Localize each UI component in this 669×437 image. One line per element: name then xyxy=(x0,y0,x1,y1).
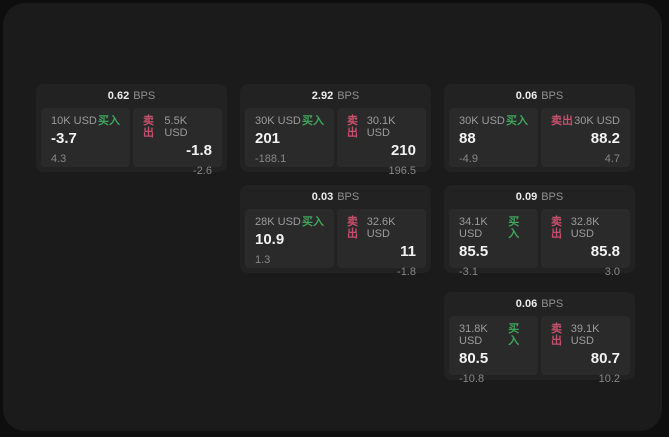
sell-panel[interactable]: 卖出 5.5K USD -1.8 -2.6 xyxy=(133,108,222,177)
buy-panel[interactable]: 30K USD 买入 201 -188.1 xyxy=(245,108,334,167)
card-header: 0.06 BPS xyxy=(444,84,635,108)
quote-card-5: 0.09 BPS 34.1K USD 买入 85.5 -3.1 卖出 32.8K… xyxy=(444,185,635,278)
quote-panels: 31.8K USD 买入 80.5 -10.8 卖出 39.1K USD 80.… xyxy=(444,316,635,385)
quote-card-2: 2.92 BPS 30K USD 买入 201 -188.1 卖出 30.1K … xyxy=(240,84,431,177)
sell-side-label: 卖出 xyxy=(347,115,358,139)
quote-panels: 30K USD 买入 88 -4.9 卖出 30K USD 88.2 4.7 xyxy=(444,108,635,172)
sell-side-label: 卖出 xyxy=(143,115,154,139)
buy-amount: 31.8K USD xyxy=(459,323,488,347)
sell-price: 85.8 xyxy=(590,243,620,260)
buy-price: 88 xyxy=(459,130,476,147)
buy-panel[interactable]: 28K USD 买入 10.9 1.3 xyxy=(245,209,334,268)
quote-panels: 28K USD 买入 10.9 1.3 卖出 32.6K USD 11 -1.8 xyxy=(240,209,431,278)
bps-value: 0.09 xyxy=(515,191,538,203)
sell-side-label: 卖出 xyxy=(551,115,573,127)
bps-value: 0.06 xyxy=(515,90,538,102)
buy-amount: 10K USD xyxy=(51,115,97,127)
buy-side-label: 买入 xyxy=(508,216,520,240)
bps-unit-label: BPS xyxy=(133,90,156,102)
sell-amount: 30K USD xyxy=(574,115,620,127)
bps-value: 0.62 xyxy=(107,90,130,102)
bps-value: 2.92 xyxy=(311,90,334,102)
app-window: 0.62 BPS 10K USD 买入 -3.7 4.3 卖出 5.5K USD… xyxy=(3,3,662,431)
quote-card-1: 0.62 BPS 10K USD 买入 -3.7 4.3 卖出 5.5K USD… xyxy=(36,84,227,177)
quote-card-4: 0.03 BPS 28K USD 买入 10.9 1.3 卖出 32.6K US… xyxy=(240,185,431,278)
sell-amount: 39.1K USD xyxy=(570,323,600,347)
buy-delta: 4.3 xyxy=(51,153,67,165)
card-header: 0.62 BPS xyxy=(36,84,227,108)
buy-delta: -4.9 xyxy=(459,153,478,165)
sell-delta: 10.2 xyxy=(598,373,620,385)
buy-side-label: 买入 xyxy=(98,115,120,127)
buy-side-label: 买入 xyxy=(506,115,528,127)
buy-panel[interactable]: 34.1K USD 买入 85.5 -3.1 xyxy=(449,209,538,278)
buy-side-label: 买入 xyxy=(302,115,324,127)
sell-amount: 32.6K USD xyxy=(366,216,396,240)
sell-price: 11 xyxy=(400,243,416,260)
sell-delta: 4.7 xyxy=(604,153,620,165)
buy-delta: -3.1 xyxy=(459,266,478,278)
sell-delta: 196.5 xyxy=(388,165,416,177)
quote-panels: 10K USD 买入 -3.7 4.3 卖出 5.5K USD -1.8 -2.… xyxy=(36,108,227,177)
buy-delta: -10.8 xyxy=(459,373,485,385)
quote-card-6: 0.06 BPS 31.8K USD 买入 80.5 -10.8 卖出 39.1… xyxy=(444,292,635,385)
card-header: 0.09 BPS xyxy=(444,185,635,209)
sell-side-label: 卖出 xyxy=(551,216,562,240)
sell-price: 210 xyxy=(390,142,416,159)
buy-price: -3.7 xyxy=(51,130,77,147)
buy-side-label: 买入 xyxy=(302,216,324,228)
sell-side-label: 卖出 xyxy=(347,216,358,240)
buy-price: 201 xyxy=(255,130,281,147)
card-header: 0.06 BPS xyxy=(444,292,635,316)
bps-unit-label: BPS xyxy=(541,298,564,310)
sell-amount: 32.8K USD xyxy=(570,216,600,240)
buy-amount: 30K USD xyxy=(255,115,301,127)
sell-panel[interactable]: 卖出 32.8K USD 85.8 3.0 xyxy=(541,209,630,278)
card-header: 0.03 BPS xyxy=(240,185,431,209)
sell-panel[interactable]: 卖出 30K USD 88.2 4.7 xyxy=(541,108,630,167)
buy-panel[interactable]: 31.8K USD 买入 80.5 -10.8 xyxy=(449,316,538,385)
sell-delta: -1.8 xyxy=(397,266,416,278)
sell-panel[interactable]: 卖出 32.6K USD 11 -1.8 xyxy=(337,209,426,278)
card-header: 2.92 BPS xyxy=(240,84,431,108)
quote-panels: 34.1K USD 买入 85.5 -3.1 卖出 32.8K USD 85.8… xyxy=(444,209,635,278)
buy-delta: -188.1 xyxy=(255,153,287,165)
sell-price: 80.7 xyxy=(590,350,620,367)
buy-panel[interactable]: 10K USD 买入 -3.7 4.3 xyxy=(41,108,130,167)
buy-amount: 34.1K USD xyxy=(459,216,488,240)
bps-unit-label: BPS xyxy=(541,191,564,203)
sell-delta: -2.6 xyxy=(193,165,212,177)
buy-amount: 30K USD xyxy=(459,115,505,127)
sell-panel[interactable]: 卖出 30.1K USD 210 196.5 xyxy=(337,108,426,177)
bps-unit-label: BPS xyxy=(541,90,564,102)
sell-price: -1.8 xyxy=(186,142,212,159)
sell-amount: 30.1K USD xyxy=(366,115,396,139)
sell-price: 88.2 xyxy=(590,130,620,147)
quote-card-3: 0.06 BPS 30K USD 买入 88 -4.9 卖出 30K USD 8… xyxy=(444,84,635,172)
buy-amount: 28K USD xyxy=(255,216,301,228)
buy-delta: 1.3 xyxy=(255,254,271,266)
buy-side-label: 买入 xyxy=(508,323,520,347)
sell-delta: 3.0 xyxy=(604,266,620,278)
sell-side-label: 卖出 xyxy=(551,323,562,347)
sell-panel[interactable]: 卖出 39.1K USD 80.7 10.2 xyxy=(541,316,630,385)
buy-price: 10.9 xyxy=(255,231,285,248)
buy-price: 85.5 xyxy=(459,243,489,260)
sell-amount: 5.5K USD xyxy=(164,115,188,139)
bps-unit-label: BPS xyxy=(337,90,360,102)
quote-panels: 30K USD 买入 201 -188.1 卖出 30.1K USD 210 1… xyxy=(240,108,431,177)
buy-price: 80.5 xyxy=(459,350,489,367)
buy-panel[interactable]: 30K USD 买入 88 -4.9 xyxy=(449,108,538,167)
bps-value: 0.03 xyxy=(311,191,334,203)
bps-unit-label: BPS xyxy=(337,191,360,203)
bps-value: 0.06 xyxy=(515,298,538,310)
